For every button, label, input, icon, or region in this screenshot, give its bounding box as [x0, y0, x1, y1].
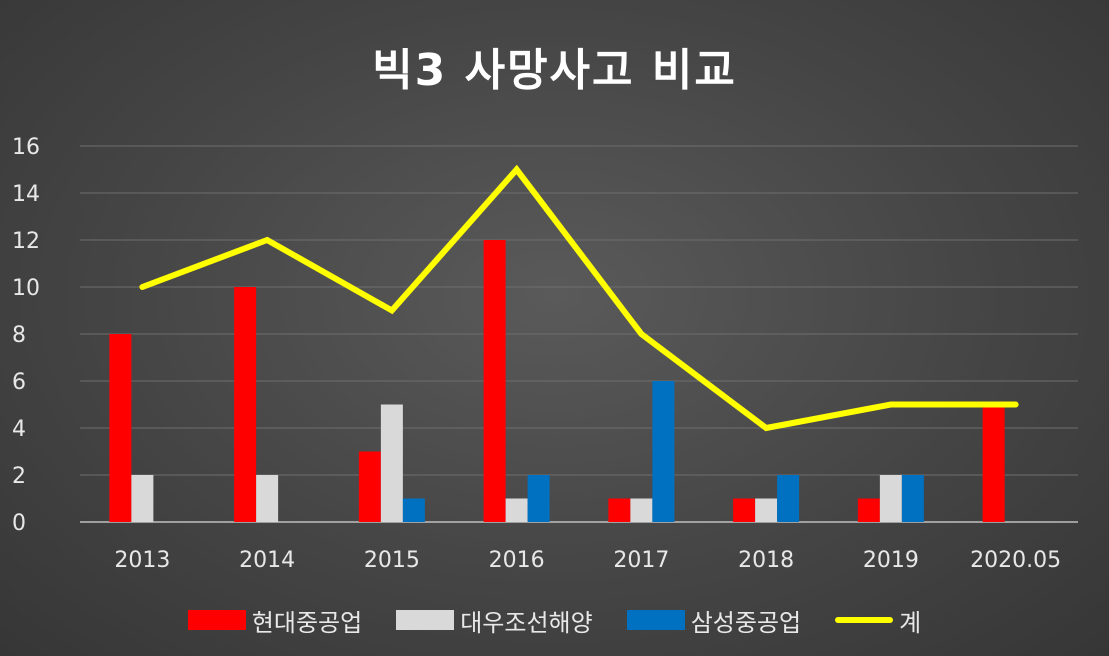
bar [358, 451, 381, 522]
bar [109, 334, 132, 522]
y-tick-label: 2 [12, 464, 26, 489]
y-tick-label: 8 [12, 323, 26, 348]
x-tick-label: 2019 [863, 548, 919, 573]
bar [483, 240, 506, 522]
legend: 현대중공업 대우조선해양 삼성중공업 계 [0, 598, 1109, 642]
y-tick-label: 0 [12, 511, 26, 536]
bar [234, 287, 257, 522]
legend-label-total: 계 [899, 608, 922, 637]
bar [402, 498, 425, 522]
bar [256, 475, 279, 522]
bar [733, 498, 756, 522]
legend-label-daewoo: 대우조선해양 [460, 608, 593, 637]
bar [608, 498, 631, 522]
y-tick-label: 6 [12, 370, 26, 395]
x-tick-label: 2018 [738, 548, 794, 573]
y-tick-label: 4 [12, 417, 26, 442]
legend-item-total: 계 [835, 603, 921, 638]
bar [380, 404, 403, 522]
total-line [139, 164, 1019, 432]
legend-swatch-samsung [626, 610, 685, 630]
x-tick-label: 2020.05 [970, 548, 1061, 573]
x-tick-label: 2013 [114, 548, 170, 573]
line-series [139, 164, 1019, 432]
bar [777, 475, 800, 522]
y-tick-label: 10 [12, 276, 40, 301]
legend-item-daewoo: 대우조선해양 [396, 603, 593, 638]
bar [857, 498, 880, 522]
bar [755, 498, 778, 522]
bar [131, 475, 154, 522]
bar [505, 498, 528, 522]
legend-label-hyundai: 현대중공업 [251, 608, 363, 637]
chart-title: 빅3 사망사고 비교 [372, 45, 737, 96]
bar [527, 475, 550, 522]
bar-series [109, 240, 1005, 522]
legend-swatch-daewoo [396, 610, 455, 630]
x-tick-label: 2017 [613, 548, 669, 573]
legend-item-hyundai: 현대중공업 [187, 603, 363, 638]
bar [901, 475, 924, 522]
bar [879, 475, 902, 522]
x-axis-ticks: 2013 2014 2015 2016 2017 2018 2019 2020.05 [114, 548, 1061, 573]
x-tick-label: 2015 [364, 548, 420, 573]
gridlines [80, 145, 1078, 523]
bar [652, 381, 675, 522]
legend-swatch-total [835, 617, 894, 623]
legend-label-samsung: 삼성중공업 [690, 608, 802, 637]
bar [982, 404, 1005, 522]
y-tick-label: 16 [12, 135, 40, 160]
y-axis-ticks: 0 2 4 6 8 10 12 14 16 [12, 135, 40, 536]
x-tick-label: 2014 [239, 548, 295, 573]
y-tick-label: 12 [12, 229, 40, 254]
legend-item-samsung: 삼성중공업 [626, 603, 802, 638]
bar [630, 498, 653, 522]
x-tick-label: 2016 [489, 548, 545, 573]
legend-swatch-hyundai [187, 610, 246, 630]
y-tick-label: 14 [12, 182, 40, 207]
